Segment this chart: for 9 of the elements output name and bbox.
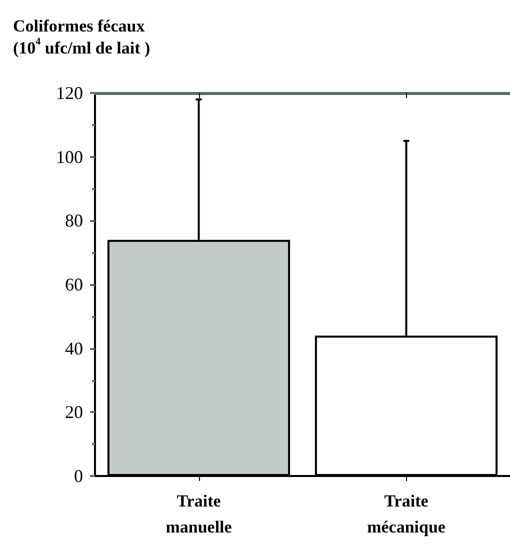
y-tick-label: 0: [74, 466, 83, 486]
y-tick-label: 80: [65, 210, 83, 231]
y-tick-label: 120: [56, 83, 83, 103]
y-tick-label: 20: [65, 402, 83, 422]
x-tick-label: Traite mécanique: [367, 492, 446, 536]
x-tick-label: Traite manuelle: [166, 492, 232, 536]
y-tick-label: 60: [65, 274, 83, 294]
y-tick-label: 100: [56, 146, 83, 167]
y-tick-label: 40: [65, 338, 83, 358]
